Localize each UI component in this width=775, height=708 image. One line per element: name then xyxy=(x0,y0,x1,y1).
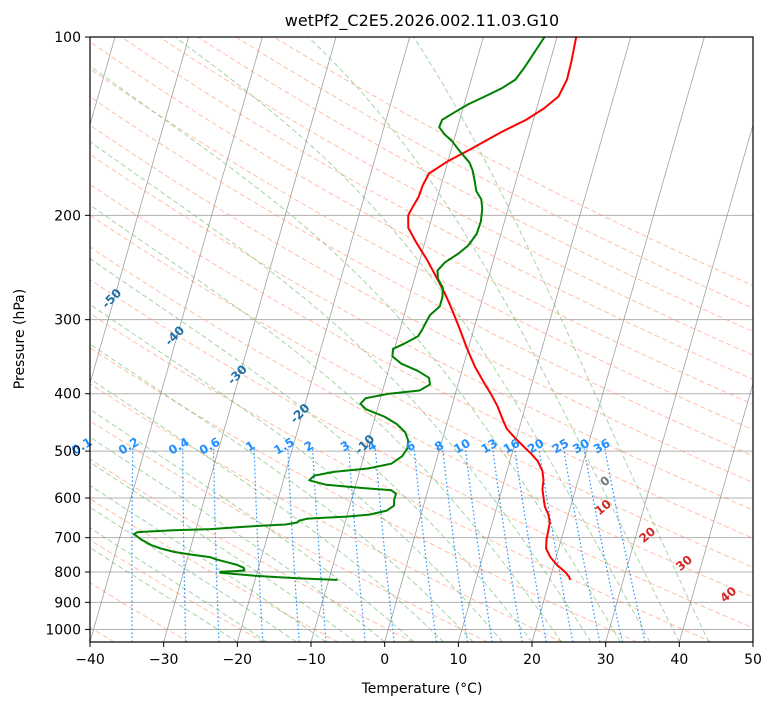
x-tick-label: 20 xyxy=(523,652,541,668)
moist-adiabat-line xyxy=(413,37,710,642)
y-tick-label: 500 xyxy=(54,444,81,460)
y-tick-label: 600 xyxy=(54,491,81,507)
x-tick-label: 40 xyxy=(670,652,688,668)
dry-adiabat-line xyxy=(90,41,753,405)
dry-adiabat-line xyxy=(90,312,712,642)
x-tick-label: −40 xyxy=(75,652,105,668)
temperature-profile-line xyxy=(407,37,578,581)
mixing-ratio-line xyxy=(464,448,493,642)
isotherm-line xyxy=(457,37,632,642)
mixing-ratio-line xyxy=(538,448,574,642)
y-tick-label: 700 xyxy=(54,531,81,547)
moist-adiabat-line xyxy=(90,343,474,642)
dewpoint-profile-line xyxy=(133,37,546,581)
moist-adiabat-line xyxy=(90,436,386,642)
y-tick-label: 300 xyxy=(54,313,81,329)
y-tick-label: 100 xyxy=(54,30,81,46)
isotherm-line xyxy=(163,37,337,642)
axes: −40 −30 −20 −10 0 10 20 30 40 50 100 200 300 400 500 60… xyxy=(45,30,762,668)
grid xyxy=(90,37,753,630)
mixing-ratio-line xyxy=(82,449,86,643)
x-axis-label: Temperature (°C) xyxy=(361,681,483,697)
isotherms xyxy=(90,37,753,642)
moist-adiabat-line xyxy=(90,141,592,642)
isotherm-line xyxy=(678,381,753,642)
isotherm-line xyxy=(90,37,263,642)
x-tick-label: 10 xyxy=(449,652,467,668)
isotherm-line xyxy=(531,37,705,642)
dry-adiabat-line xyxy=(90,68,753,431)
y-tick-label: 200 xyxy=(54,208,81,224)
y-axis-label: Pressure (hPa) xyxy=(12,289,28,389)
x-tick-label: 30 xyxy=(597,652,615,668)
mixing-ratio-line xyxy=(583,448,623,642)
x-tick-label: −10 xyxy=(296,652,326,668)
dry-adiabat-line xyxy=(90,214,753,568)
x-tick-label: −30 xyxy=(149,652,179,668)
y-tick-label: 900 xyxy=(54,595,81,611)
y-tick-label: 800 xyxy=(54,565,81,581)
mixing-ratio-line xyxy=(604,448,646,642)
isotherm-line xyxy=(236,37,411,642)
x-tick-label: 0 xyxy=(380,652,389,668)
moist-adiabat-line xyxy=(174,37,651,642)
dry-adiabat-line xyxy=(90,383,563,642)
dry-adiabat-line xyxy=(90,347,638,642)
mixing-ratio-lines xyxy=(82,448,646,643)
mixing-ratio-line xyxy=(492,448,523,642)
dry-adiabat-line xyxy=(90,582,190,642)
dry-adiabat-line xyxy=(90,153,753,511)
moist-adiabat-line xyxy=(90,204,562,642)
moist-adiabats xyxy=(90,37,710,642)
x-tick-label: −20 xyxy=(223,652,253,668)
dry-adiabat-line xyxy=(90,498,339,642)
mixing-ratio-line xyxy=(514,448,547,642)
moist-adiabat-line xyxy=(90,506,297,642)
moist-adiabat-line xyxy=(90,65,621,642)
mixing-ratio-line xyxy=(442,448,469,642)
moist-adiabat-line xyxy=(90,258,533,642)
mixing-ratio-line xyxy=(563,448,601,642)
plot-area xyxy=(90,37,753,642)
moist-adiabat-line xyxy=(90,461,356,642)
isotherm-line xyxy=(384,37,558,642)
mixing-ratio-line xyxy=(131,448,134,642)
dry-adiabat-line xyxy=(90,420,488,642)
mixing-ratio-line xyxy=(182,448,187,642)
isotherm-line xyxy=(90,37,190,385)
y-tick-label: 400 xyxy=(54,387,81,403)
dry-adiabat-line xyxy=(90,279,753,629)
moist-adiabat-line xyxy=(90,408,415,642)
dry-adiabat-line xyxy=(159,37,753,356)
isotherm-line xyxy=(605,123,753,642)
plot-frame xyxy=(89,36,754,643)
dry-adiabat-line xyxy=(121,37,753,380)
y-tick-label: 1000 xyxy=(45,622,81,638)
series xyxy=(133,37,578,581)
plot-background xyxy=(90,37,753,642)
isotherm-line xyxy=(752,640,753,642)
moist-adiabat-line xyxy=(90,484,326,642)
x-tick-label: 50 xyxy=(744,652,762,668)
chart-title: wetPf2_C2E5.2026.002.11.03.G10 xyxy=(285,11,559,31)
